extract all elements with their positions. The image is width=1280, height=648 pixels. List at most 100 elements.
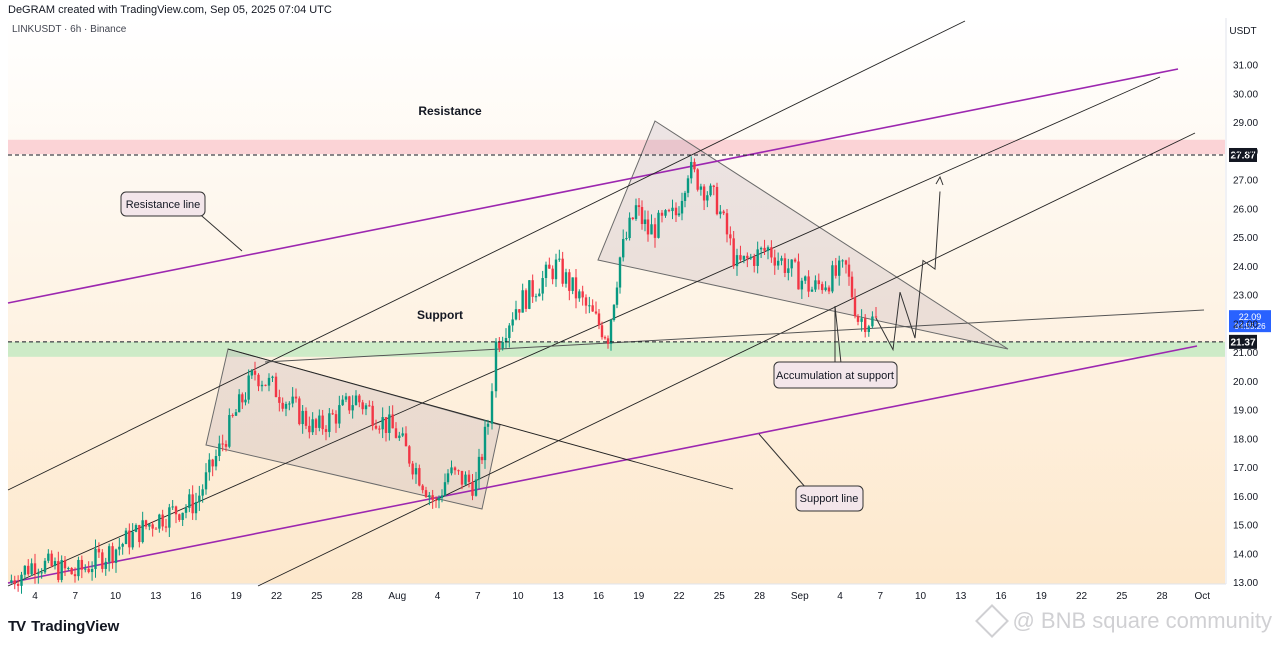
- time-tick-label: 4: [32, 591, 38, 602]
- candle-body: [440, 495, 444, 498]
- candle-body: [174, 506, 178, 515]
- time-tick-label: 28: [1156, 591, 1168, 602]
- candle-body: [141, 520, 144, 543]
- candle-body: [460, 470, 464, 485]
- time-tick-label: 28: [754, 591, 766, 602]
- projected-path: [875, 191, 941, 352]
- candle-body: [271, 376, 274, 378]
- candle-body: [446, 473, 450, 483]
- symbol-info[interactable]: LINKUSDT · 6h · Binance: [12, 24, 127, 35]
- candle-body: [483, 426, 487, 461]
- candle-body: [568, 272, 571, 291]
- candle-body: [534, 296, 538, 298]
- candle-body: [388, 414, 391, 433]
- candle-body: [321, 415, 324, 430]
- candle-body: [770, 247, 773, 258]
- candle-body: [94, 548, 97, 570]
- candle-body: [221, 443, 224, 445]
- accumulation-callout: [773, 361, 898, 389]
- candle-body: [124, 530, 128, 545]
- candle-body: [194, 502, 198, 514]
- candle-body: [20, 574, 23, 586]
- price-tick-label: 17.00: [1233, 463, 1258, 474]
- candle-body: [766, 247, 770, 251]
- time-tick-label: 25: [714, 591, 726, 602]
- candle-body: [653, 224, 657, 238]
- candle-body: [773, 257, 776, 266]
- time-tick-label: 25: [311, 591, 323, 602]
- candle-body: [87, 568, 90, 573]
- candle-body: [847, 264, 851, 277]
- current-price-badge: [1229, 310, 1271, 333]
- candle-body: [358, 395, 361, 403]
- price-tick-label: 29.00: [1233, 118, 1258, 129]
- candle-body: [776, 260, 780, 266]
- candle-body: [381, 417, 384, 430]
- candle-body: [334, 414, 338, 424]
- candle-body: [237, 394, 241, 413]
- candle-body: [643, 219, 647, 225]
- candle-body: [318, 415, 321, 428]
- candle-body: [97, 548, 101, 553]
- candle-body: [421, 485, 424, 491]
- accumulation-pointer: [834, 305, 842, 364]
- candle-body: [841, 260, 844, 262]
- candle-body: [178, 514, 181, 520]
- price-tick-label: 31.00: [1233, 61, 1258, 72]
- candle-body: [188, 494, 191, 508]
- candle-body: [735, 255, 739, 267]
- candle-body: [677, 213, 681, 216]
- candle-body: [354, 395, 358, 406]
- candle-body: [756, 249, 759, 266]
- price-tick-label: 24.00: [1233, 262, 1258, 273]
- candle-body: [47, 553, 50, 561]
- candle-body: [104, 561, 107, 569]
- candle-body: [298, 398, 301, 425]
- candle-body: [511, 319, 514, 326]
- tradingview-logo-icon: TV: [8, 618, 26, 635]
- candle-body: [807, 276, 810, 292]
- candle-body: [67, 568, 70, 570]
- candle-body: [631, 217, 634, 219]
- candle-body: [161, 514, 164, 527]
- tradingview-brand[interactable]: TV TradingView: [8, 618, 119, 635]
- candle-body: [13, 580, 16, 585]
- candle-body: [211, 459, 214, 467]
- candle-body: [304, 410, 308, 426]
- candle-body: [637, 205, 641, 208]
- candle-body: [450, 467, 453, 474]
- bnb-diamond-icon: [975, 604, 1010, 638]
- candle-body: [308, 425, 311, 433]
- candle-body: [260, 384, 264, 387]
- time-tick-label: 7: [877, 591, 883, 602]
- resistance-trendline: [7, 68, 1179, 304]
- candle-body: [634, 205, 638, 219]
- time-tick-label: 16: [190, 591, 202, 602]
- candle-body: [729, 234, 732, 239]
- candle-body: [667, 210, 671, 212]
- time-tick-label: 10: [512, 591, 524, 602]
- candle-body: [749, 256, 752, 259]
- current-price-label: 22.09: [1239, 312, 1262, 322]
- candle-body: [77, 559, 80, 577]
- candle-body: [696, 169, 699, 190]
- candle-body: [680, 200, 684, 214]
- candle-body: [181, 512, 184, 520]
- candle-body: [528, 280, 531, 309]
- candle-body: [588, 305, 591, 307]
- candle-body: [278, 397, 281, 403]
- candle-body: [804, 276, 807, 281]
- candle-body: [257, 374, 260, 387]
- candle-body: [603, 337, 607, 339]
- time-tick-label: 4: [435, 591, 441, 602]
- candle-body: [234, 412, 238, 416]
- price-level-label: 21.37: [1230, 337, 1255, 348]
- candle-body: [331, 413, 334, 415]
- candle-body: [301, 410, 304, 425]
- candle-body: [715, 186, 719, 215]
- candle-body: [43, 560, 47, 573]
- candle-body: [351, 405, 354, 411]
- candle-body: [719, 211, 722, 215]
- candle-body: [606, 338, 610, 344]
